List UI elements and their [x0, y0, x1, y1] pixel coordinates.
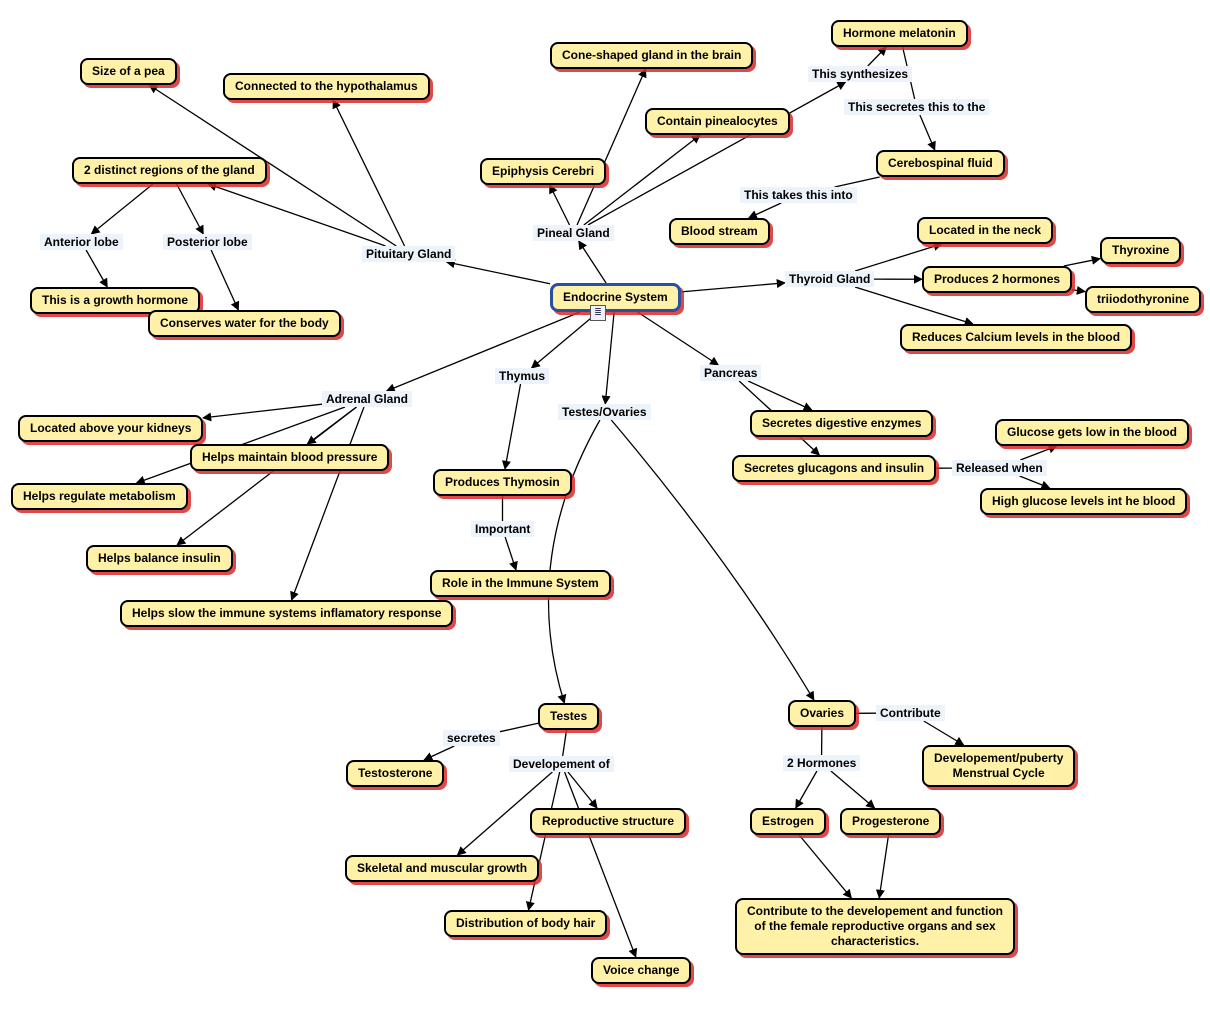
concept-label-thy: Thyroid Gland: [785, 271, 874, 287]
edge-prog-female: [879, 835, 888, 898]
concept-node-meta: Helps regulate metabolism: [11, 483, 188, 510]
concept-label-postlobe: Posterior lobe: [163, 234, 252, 250]
concept-node-female: Contribute to the developement and funct…: [735, 898, 1015, 955]
edge-testes-secr: [500, 723, 538, 731]
edge-root-thymus: [532, 312, 599, 368]
concept-node-low: Glucose gets low in the blood: [995, 419, 1189, 446]
edge-rel-high: [1020, 476, 1050, 488]
edge-pit-hypo: [333, 100, 404, 246]
edge-root-pin: [579, 241, 606, 283]
concept-label-pit: Pituitary Gland: [362, 246, 455, 262]
edge-root-thy: [681, 283, 785, 292]
concept-node-ins: Helps balance insulin: [86, 545, 233, 572]
edge-imp-immune: [505, 537, 516, 570]
concept-label-antlobe: Anterior lobe: [40, 234, 123, 250]
edge-adr-inf: [292, 407, 364, 600]
concept-node-kid: Located above your kidneys: [18, 415, 203, 442]
concept-node-prog: Progesterone: [840, 808, 941, 835]
concept-label-secr: secretes: [443, 730, 500, 746]
concept-node-epi: Epiphysis Cerebri: [480, 158, 606, 185]
concept-label-contrib: Contribute: [876, 705, 945, 721]
edge-to-testes: [549, 420, 600, 703]
concept-label-to: Testes/Ovaries: [558, 404, 651, 420]
edge-dev-hair: [529, 772, 560, 910]
edge-pin-cone: [577, 69, 646, 225]
concept-node-repro: Reproductive structure: [530, 808, 686, 835]
concept-node-inf: Helps slow the immune systems inflamator…: [120, 600, 453, 627]
concept-node-mel: Hormone melatonin: [831, 20, 968, 47]
edge-pin-syn: [588, 82, 846, 225]
edge-pin-epi: [550, 185, 570, 225]
concept-node-voice: Voice change: [591, 957, 691, 984]
edge-adr-ins: [177, 407, 357, 545]
concept-map-canvas: Endocrine System≣ Pituitary Gland Size of …: [0, 0, 1210, 1014]
concept-node-pinea: Contain pinealocytes: [645, 108, 790, 135]
edge-antlobe-growth: [86, 250, 107, 287]
concept-node-water: Conserves water for the body: [148, 310, 341, 337]
edge-syn-mel: [868, 47, 887, 66]
concept-label-h2: 2 Hormones: [783, 755, 860, 771]
edge-h2-prog: [831, 771, 875, 808]
concept-node-immune: Role in the Immune System: [430, 570, 611, 597]
concept-label-sec: This secretes this to the: [844, 99, 989, 115]
edge-secr-testo: [424, 746, 454, 760]
edge-rel-low: [1020, 446, 1056, 460]
edge-root-pit: [447, 262, 550, 284]
concept-label-thymus: Thymus: [495, 368, 549, 384]
edge-tworeg-antlobe: [91, 184, 153, 234]
edge-thymus-thymos: [505, 384, 521, 469]
concept-node-glu: Secretes glucagons and insulin: [732, 455, 936, 482]
edge-postlobe-water: [211, 250, 238, 310]
concept-node-hypo: Connected to the hypothalamus: [223, 73, 430, 100]
concept-node-ov: Ovaries: [788, 700, 856, 727]
concept-node-root: Endocrine System: [550, 283, 681, 312]
concept-node-bp: Helps maintain blood pressure: [190, 444, 389, 471]
concept-label-syn: This synthesizes: [808, 66, 912, 82]
concept-node-hair: Distribution of body hair: [444, 910, 607, 937]
edge-twohor-thyrox: [1064, 259, 1100, 266]
concept-label-adr: Adrenal Gland: [322, 391, 412, 407]
concept-label-panc: Pancreas: [700, 365, 761, 381]
concept-label-rel: Released when: [952, 460, 1047, 476]
concept-label-dev: Developement of: [509, 756, 614, 772]
edge-root-panc: [638, 312, 719, 365]
edge-estro-female: [799, 835, 851, 898]
concept-node-cone: Cone-shaped gland in the brain: [550, 42, 753, 69]
edge-adr-bp: [307, 407, 356, 444]
concept-node-csf: Cerebospinal fluid: [876, 150, 1005, 177]
concept-label-imp: Important: [471, 521, 534, 537]
concept-node-testo: Testosterone: [346, 760, 444, 787]
edge-dev-repro: [568, 772, 597, 808]
concept-node-estro: Estrogen: [750, 808, 826, 835]
edge-contrib-puberty: [924, 721, 964, 745]
concept-node-skel: Skeletal and muscular growth: [345, 855, 539, 882]
concept-node-calc: Reduces Calcium levels in the blood: [900, 324, 1132, 351]
concept-node-tworeg: 2 distinct regions of the gland: [72, 157, 267, 184]
edge-h2-estro: [796, 771, 817, 808]
edge-root-to: [605, 312, 614, 404]
concept-node-high: High glucose levels int he blood: [980, 488, 1187, 515]
concept-label-pin: Pineal Gland: [533, 225, 614, 241]
concept-node-pea: Size of a pea: [80, 58, 177, 85]
edge-sec-csf: [920, 115, 935, 150]
edge-panc-dig: [748, 381, 812, 410]
concept-node-dig: Secretes digestive enzymes: [750, 410, 933, 437]
edge-take-blood: [749, 203, 781, 218]
concept-node-puberty: Developement/puberty Menstrual Cycle: [922, 745, 1075, 787]
note-icon: ≣: [590, 305, 606, 321]
edge-csf-take: [835, 177, 880, 187]
concept-node-neck: Located in the neck: [917, 217, 1053, 244]
edge-adr-kid: [203, 404, 322, 418]
concept-node-tri: triiodothyronine: [1085, 286, 1201, 313]
edge-tworeg-postlobe: [177, 184, 204, 234]
edge-root-adr: [387, 312, 580, 391]
concept-node-twohor: Produces 2 hormones: [922, 266, 1072, 293]
concept-label-take: This takes this into: [740, 187, 857, 203]
edge-twohor-tri: [1072, 290, 1085, 292]
edge-testes-dev: [563, 730, 567, 756]
concept-node-thyrox: Thyroxine: [1100, 237, 1181, 264]
concept-node-blood: Blood stream: [669, 218, 770, 245]
concept-node-thymos: Produces Thymosin: [433, 469, 572, 496]
concept-node-testes: Testes: [538, 703, 599, 730]
